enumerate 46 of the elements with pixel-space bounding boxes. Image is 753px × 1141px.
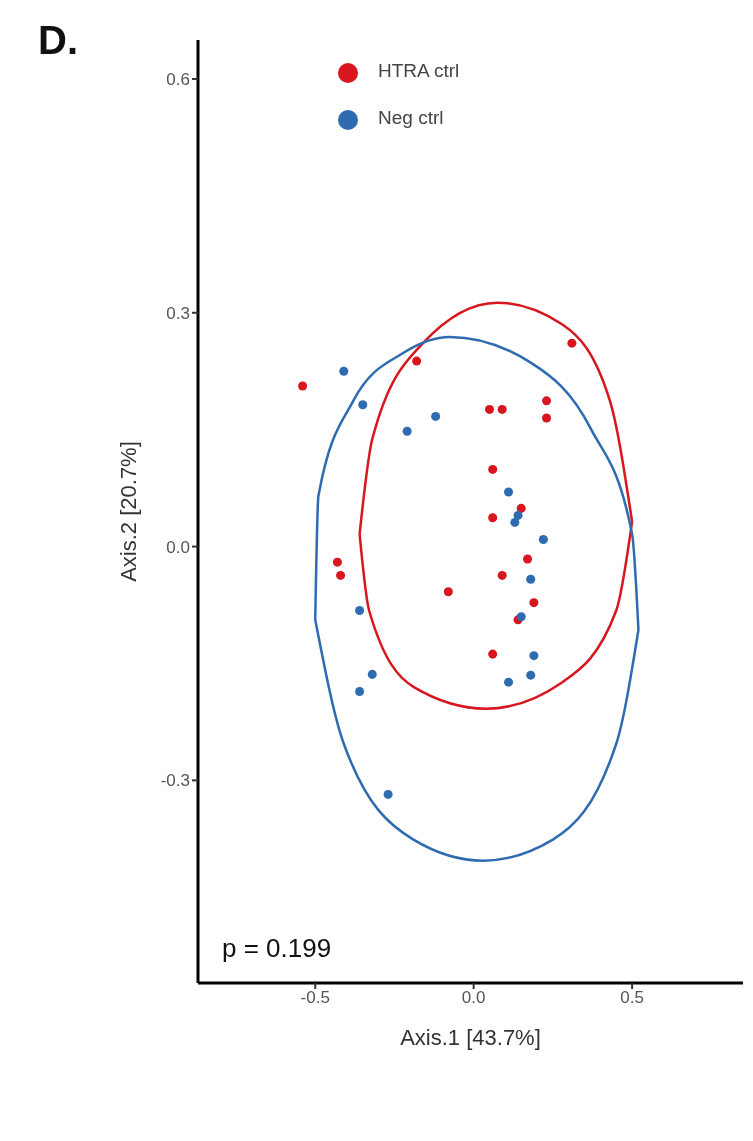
point — [339, 366, 349, 376]
point — [336, 570, 346, 580]
point — [443, 587, 453, 597]
text: D. — [38, 18, 78, 63]
point — [542, 413, 552, 423]
point — [488, 649, 498, 659]
point — [298, 381, 308, 391]
point — [567, 338, 577, 348]
point — [355, 605, 365, 615]
x-tick-label: 0.0 — [461, 988, 486, 1008]
point — [526, 670, 536, 680]
point — [510, 517, 520, 527]
point — [358, 400, 368, 410]
point — [485, 404, 495, 414]
point — [504, 677, 514, 687]
y-tick-label: 0.3 — [166, 303, 190, 323]
point — [529, 598, 539, 608]
point — [332, 557, 342, 567]
legend-label: Neg ctrl — [378, 107, 444, 128]
x-tick-label: -0.5 — [300, 988, 330, 1008]
point — [504, 487, 514, 497]
point — [538, 535, 548, 545]
y-tick-label: -0.3 — [160, 771, 190, 791]
y-axis-title: Axis.2 [20.7%] — [115, 441, 141, 582]
annotation: p = 0.199 — [222, 933, 332, 964]
point — [355, 687, 365, 697]
point — [488, 513, 498, 523]
point — [497, 404, 507, 414]
point — [523, 554, 533, 564]
point — [542, 396, 552, 406]
point — [513, 510, 523, 520]
point — [383, 789, 393, 799]
point — [516, 503, 526, 513]
y-tick-label: 0.6 — [166, 70, 190, 89]
y-tick-label: 0.0 — [166, 537, 190, 557]
point — [497, 570, 507, 580]
point — [412, 356, 422, 366]
x-tick-label: 0.5 — [620, 988, 644, 1008]
legend-label: HTRA ctrl — [378, 60, 460, 81]
point — [367, 669, 377, 679]
point — [488, 464, 498, 474]
point — [529, 651, 539, 661]
point — [402, 426, 412, 436]
point — [431, 411, 441, 421]
point — [526, 574, 536, 584]
x-axis-title: Axis.1 [43.7%] — [400, 1025, 541, 1050]
